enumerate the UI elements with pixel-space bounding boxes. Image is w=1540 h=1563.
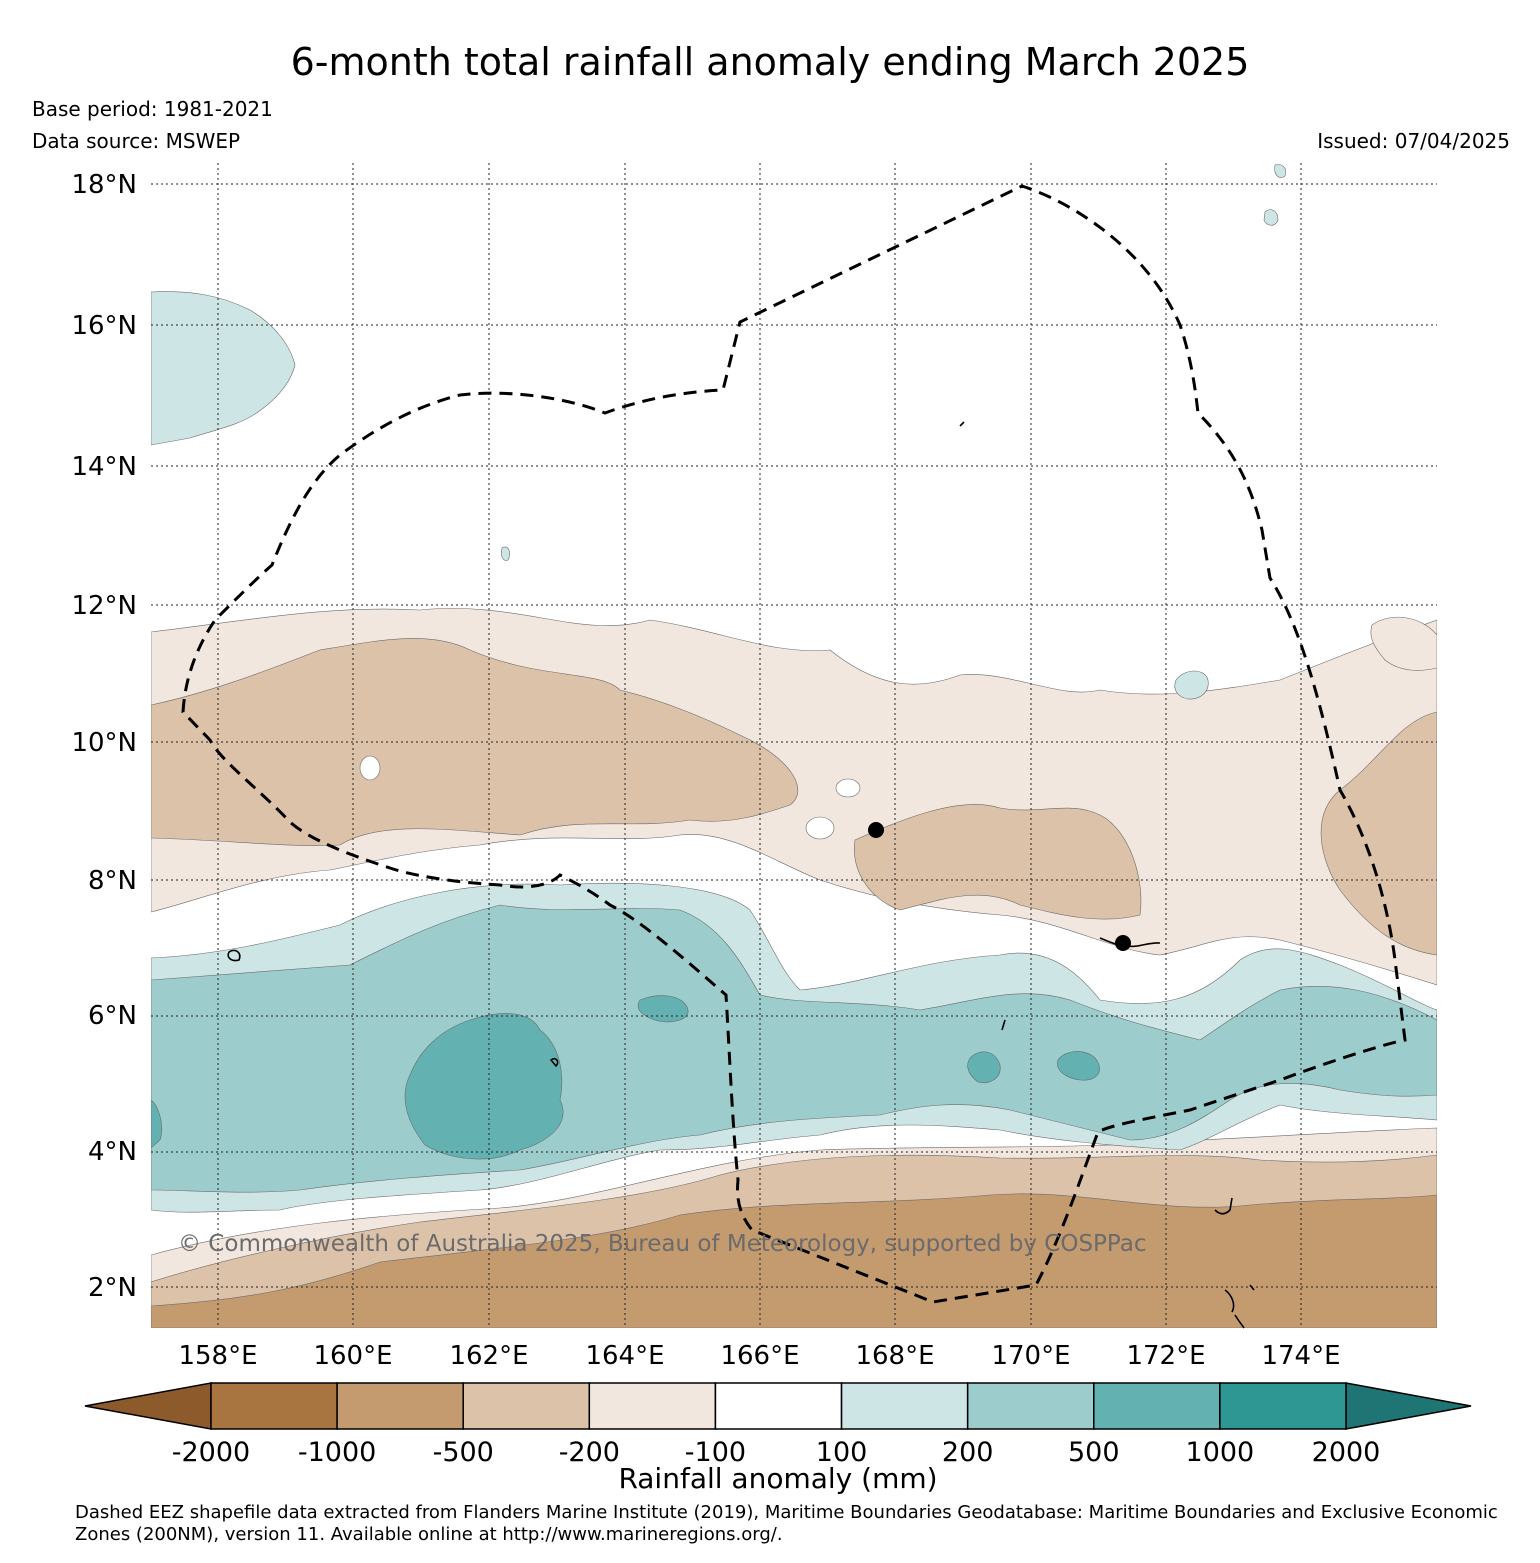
- anomaly-band-plus500: [637, 995, 689, 1023]
- copyright-text: © Commonwealth of Australia 2025, Bureau…: [178, 1231, 1147, 1257]
- anomaly-band-plus100: [1263, 209, 1279, 226]
- colorbar-swatch: [1093, 1382, 1221, 1430]
- lat-label-16: 16°N: [71, 311, 137, 341]
- anomaly-band-plus500: [404, 1013, 564, 1160]
- colorbar-swatch: [966, 1382, 1095, 1430]
- anomaly-band-plus100: [1274, 164, 1287, 178]
- colorbar: -2000 -1000 -500 -200 -100 100 200 500 1000 2000: [84, 1382, 1472, 1468]
- anomaly-band-minus100: [1370, 616, 1437, 671]
- anomaly-band-plus500: [967, 1051, 1001, 1083]
- eez-boundary: [181, 184, 1407, 1304]
- colorbar-tick-label: 2000: [1312, 1437, 1381, 1468]
- lat-label-2: 2°N: [88, 1273, 137, 1303]
- base-period: Base period: 1981-2021: [32, 97, 273, 121]
- colorbar-swatch: [840, 1382, 969, 1430]
- colorbar-tick-label: -1000: [298, 1437, 376, 1468]
- island-marker: [1115, 935, 1131, 951]
- graticule: [151, 163, 1437, 1328]
- colorbar-swatch: [1219, 1382, 1347, 1430]
- colorbar-extension-high: [1345, 1382, 1472, 1430]
- latitude-labels: 18°N 16°N 14°N 12°N 10°N 8°N 6°N 4°N 2°N: [71, 170, 137, 1303]
- data-source: Data source: MSWEP: [32, 129, 241, 153]
- colorbar-swatch: [714, 1382, 843, 1430]
- lon-label-160: 160°E: [313, 1341, 392, 1371]
- colorbar-tick-label: -500: [433, 1437, 494, 1468]
- lon-label-174: 174°E: [1261, 1341, 1340, 1371]
- anomaly-band-minus200: [853, 804, 1142, 920]
- colorbar-tick-label: 200: [942, 1437, 994, 1468]
- anomaly-band-minus200: [151, 638, 799, 846]
- anomaly-field: [151, 163, 1437, 1328]
- longitude-labels: 158°E 160°E 162°E 164°E 166°E 168°E 170°…: [178, 1341, 1340, 1371]
- colorbar-swatch: [462, 1382, 591, 1430]
- lon-label-158: 158°E: [178, 1341, 257, 1371]
- coastline: [227, 421, 1255, 1329]
- lon-label-170: 170°E: [991, 1341, 1070, 1371]
- lon-label-172: 172°E: [1126, 1341, 1205, 1371]
- anomaly-band-plus500: [1057, 1051, 1100, 1081]
- colorbar-tick-label: -2000: [172, 1437, 250, 1468]
- colorbar-tick-label: 1000: [1186, 1437, 1255, 1468]
- colorbar-title: Rainfall anomaly (mm): [618, 1462, 938, 1495]
- lat-label-4: 4°N: [88, 1137, 137, 1167]
- colorbar-tick-label: -100: [685, 1437, 746, 1468]
- lat-label-12: 12°N: [71, 591, 137, 621]
- colorbar-tick-label: 100: [816, 1437, 868, 1468]
- lon-label-162: 162°E: [449, 1341, 528, 1371]
- anomaly-band-plus100: [501, 546, 510, 561]
- anomaly-band-minus500: [151, 1193, 1437, 1328]
- anomaly-band-minus200: [1320, 711, 1437, 956]
- lat-label-8: 8°N: [88, 866, 137, 896]
- anomaly-band-plus100: [1174, 670, 1209, 700]
- anomaly-band-plus100: [151, 291, 296, 446]
- colorbar-extension-low: [84, 1382, 212, 1430]
- lat-label-18: 18°N: [71, 170, 137, 200]
- eez-credit: Dashed EEZ shapefile data extracted from…: [75, 1502, 1498, 1545]
- lon-label-168: 168°E: [855, 1341, 934, 1371]
- colorbar-tick-label: -200: [559, 1437, 620, 1468]
- colorbar-swatch: [210, 1382, 338, 1430]
- issued-date: Issued: 07/04/2025: [1317, 129, 1510, 153]
- lat-label-6: 6°N: [88, 1001, 137, 1031]
- lat-label-14: 14°N: [71, 452, 137, 482]
- map-title: 6-month total rainfall anomaly ending Ma…: [290, 40, 1250, 84]
- lon-label-164: 164°E: [585, 1341, 664, 1371]
- colorbar-tick-label: 500: [1068, 1437, 1120, 1468]
- lon-label-166: 166°E: [720, 1341, 799, 1371]
- lat-label-10: 10°N: [71, 728, 137, 758]
- colorbar-swatch: [336, 1382, 464, 1430]
- colorbar-swatch: [588, 1382, 717, 1430]
- anomaly-band-plus500: [151, 1099, 162, 1149]
- island-marker: [868, 822, 884, 838]
